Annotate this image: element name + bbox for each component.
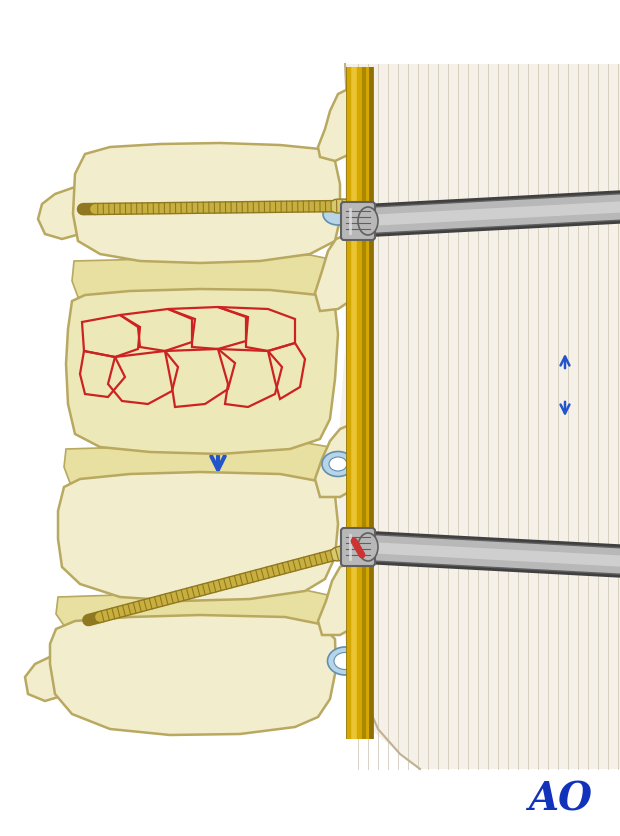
Polygon shape bbox=[73, 144, 340, 263]
Polygon shape bbox=[338, 65, 620, 769]
FancyBboxPatch shape bbox=[341, 203, 375, 241]
Polygon shape bbox=[64, 442, 338, 492]
Polygon shape bbox=[66, 289, 338, 455]
Ellipse shape bbox=[323, 204, 353, 226]
Ellipse shape bbox=[322, 452, 354, 477]
Polygon shape bbox=[38, 188, 82, 240]
Ellipse shape bbox=[358, 533, 378, 561]
Ellipse shape bbox=[334, 653, 356, 670]
Ellipse shape bbox=[327, 647, 363, 675]
Polygon shape bbox=[72, 256, 342, 303]
Polygon shape bbox=[315, 425, 368, 497]
FancyBboxPatch shape bbox=[341, 528, 375, 566]
Polygon shape bbox=[50, 615, 336, 735]
Polygon shape bbox=[318, 561, 368, 635]
Text: AO: AO bbox=[528, 780, 592, 818]
Polygon shape bbox=[58, 472, 338, 601]
Polygon shape bbox=[25, 655, 68, 701]
Polygon shape bbox=[315, 235, 364, 312]
Ellipse shape bbox=[329, 457, 347, 472]
Polygon shape bbox=[318, 88, 368, 162]
Polygon shape bbox=[56, 589, 336, 635]
Ellipse shape bbox=[358, 208, 378, 236]
